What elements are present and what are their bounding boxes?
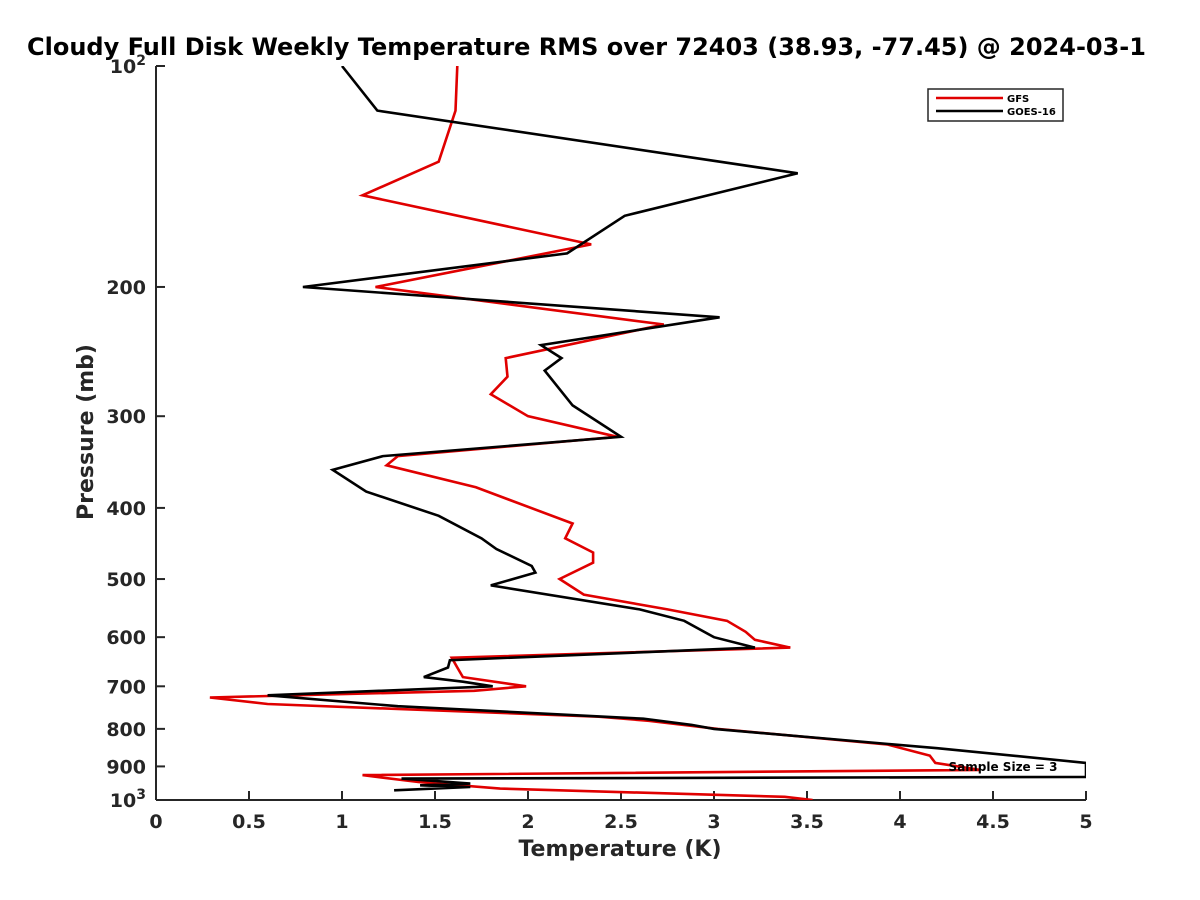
plot-area: 0 0.5 1 1.5 2 2.5 3 3.5 4 4.5 5 102 200 300 400 500 600 7… [106, 53, 1092, 833]
x-tick-label: 2.5 [604, 811, 638, 833]
y-tick-label: 500 [106, 569, 146, 591]
x-axis-label: Temperature (K) [518, 837, 721, 862]
x-tick-label: 2 [521, 811, 534, 833]
legend-label: GFS [1007, 94, 1029, 105]
x-tick-label: 3.5 [790, 811, 824, 833]
y-tick-label: 700 [106, 676, 146, 698]
y-tick-label: 102 [110, 53, 146, 78]
x-tick-label: 4.5 [976, 811, 1010, 833]
chart-title: Cloudy Full Disk Weekly Temperature RMS … [27, 33, 1146, 61]
y-tick-label: 103 [110, 787, 146, 812]
x-tick-label: 5 [1079, 811, 1092, 833]
x-tick-label: 3 [707, 811, 720, 833]
series-line-gfs [209, 66, 981, 800]
y-tick-label: 400 [106, 498, 146, 520]
y-tick-label: 600 [106, 627, 146, 649]
x-tick-label: 0.5 [232, 811, 266, 833]
legend-label: GOES-16 [1007, 107, 1056, 118]
x-tick-label: 1.5 [418, 811, 452, 833]
legend: GFS GOES-16 [927, 88, 1064, 122]
series-line-goes-16 [267, 66, 1086, 792]
x-tick-label: 0 [149, 811, 162, 833]
y-tick-label: 900 [106, 756, 146, 778]
y-tick-label: 800 [106, 719, 146, 741]
y-tick-label: 200 [106, 277, 146, 299]
x-tick-label: 1 [335, 811, 348, 833]
y-tick-label: 300 [106, 406, 146, 428]
y-axis-label: Pressure (mb) [74, 344, 99, 520]
sample-size-annotation: Sample Size = 3 [949, 760, 1058, 774]
x-tick-label: 4 [893, 811, 906, 833]
legend-box [927, 88, 1064, 122]
